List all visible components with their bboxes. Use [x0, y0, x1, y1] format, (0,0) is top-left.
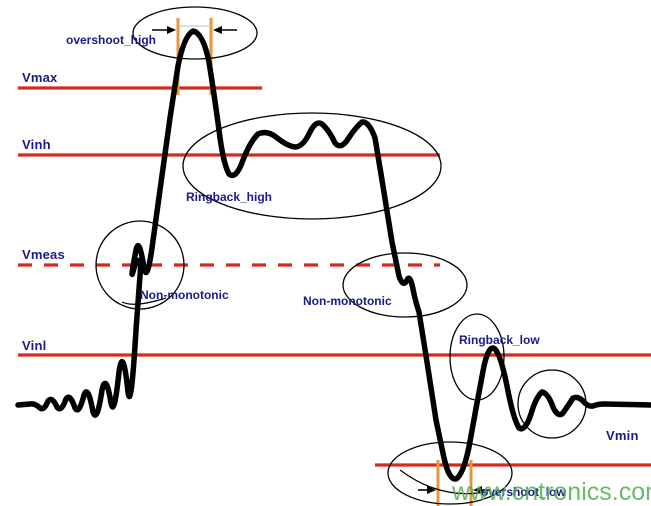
- overshoot-low-arrows: [418, 486, 490, 494]
- settling-ringing-circle: [517, 369, 587, 439]
- label-non-monotonic-1: Non-monotonic: [140, 288, 229, 302]
- non-monotonic-1-circle: [95, 220, 185, 310]
- label-ringback-high: Ringback_high: [186, 190, 273, 204]
- label-overshoot-low: overshoot_low: [481, 485, 566, 499]
- label-vinh: Vinh: [22, 137, 51, 152]
- annotation-ellipses: [95, 6, 587, 505]
- overshoot-high-ellipse: [132, 6, 258, 60]
- watermark-text: www.cntronics.com: [452, 478, 651, 506]
- overshoot-low-leader: [399, 469, 487, 495]
- non-monotonic-1-leader: [121, 297, 167, 305]
- label-vmeas: Vmeas: [22, 247, 65, 262]
- overshoot-high-arrows: [152, 25, 237, 34]
- ringback-low-ellipse: [449, 313, 505, 401]
- label-non-monotonic-2: Non-monotonic: [303, 294, 392, 308]
- label-overshoot-high: overshoot_high: [66, 33, 157, 47]
- ringback-high-ellipse: [182, 112, 442, 220]
- label-vinl: Vinl: [22, 338, 47, 353]
- overshoot-low-ellipse: [387, 441, 513, 505]
- non-monotonic-2-ellipse: [342, 252, 468, 318]
- signal-waveform: [15, 28, 651, 482]
- label-vmin: Vmin: [606, 428, 639, 443]
- overshoot-markers: [176, 18, 473, 506]
- label-vmax: Vmax: [22, 70, 58, 85]
- label-ringback-low: Ringback_low: [459, 333, 540, 347]
- threshold-lines: [18, 86, 651, 467]
